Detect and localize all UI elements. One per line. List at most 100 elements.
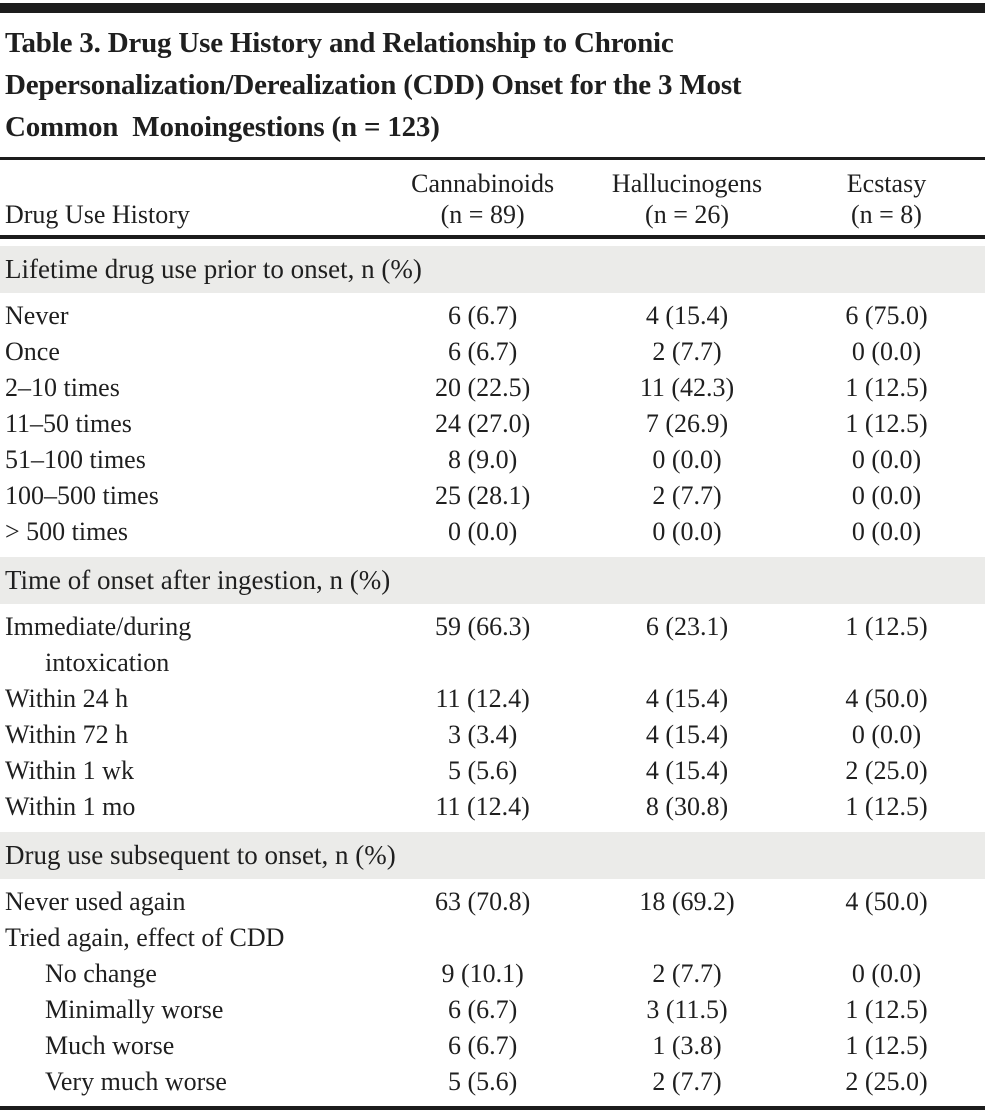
- cell-hallucinogens: 2 (7.7): [652, 481, 722, 510]
- table-row: 51–100 times 8 (9.0) 0 (0.0) 0 (0.0): [0, 442, 985, 478]
- table-row: 2–10 times 20 (22.5) 11 (42.3) 1 (12.5): [0, 370, 985, 406]
- row-label: No change: [45, 959, 157, 988]
- section-header-time-of-onset: Time of onset after ingestion, n (%): [0, 557, 985, 604]
- cell-ecstasy: 0 (0.0): [851, 337, 922, 366]
- cell-cannabinoids: 9 (10.1): [441, 959, 524, 988]
- cell-hallucinogens: 4 (15.4): [645, 720, 729, 749]
- cell-cannabinoids: 0 (0.0): [447, 517, 518, 546]
- title-divider-rule: [0, 157, 985, 160]
- table-row: 11–50 times 24 (27.0) 7 (26.9) 1 (12.5): [0, 406, 985, 442]
- table-row: Within 72 h 3 (3.4) 4 (15.4) 0 (0.0): [0, 717, 985, 753]
- cell-cannabinoids: 6 (6.7): [447, 995, 518, 1024]
- table-row: Once 6 (6.7) 2 (7.7) 0 (0.0): [0, 334, 985, 370]
- table-top-rule: [0, 3, 985, 13]
- table-row: 100–500 times 25 (28.1) 2 (7.7) 0 (0.0): [0, 478, 985, 514]
- cell-ecstasy: 1 (12.5): [845, 792, 928, 821]
- table-title-line: Common Monoingestions (n = 123): [5, 111, 440, 143]
- cell-hallucinogens: 4 (15.4): [645, 684, 729, 713]
- cell-hallucinogens: 0 (0.0): [652, 517, 722, 546]
- row-label: Immediate/during intoxication: [0, 609, 379, 681]
- header-divider-rule: [0, 235, 985, 239]
- cell-cannabinoids: 5 (5.6): [447, 756, 518, 785]
- cell-cannabinoids: 6 (6.7): [447, 1031, 518, 1060]
- section-header-lifetime-use: Lifetime drug use prior to onset, n (%): [0, 246, 985, 293]
- column-header-cannabinoids: Cannabinoids (n = 89): [379, 168, 586, 230]
- column-group-n: (n = 26): [645, 200, 730, 229]
- table-title-line: Depersonalization/Derealization (CDD) On…: [5, 69, 742, 101]
- column-group-name: Ecstasy: [846, 169, 927, 198]
- cell-hallucinogens: 0 (0.0): [652, 445, 722, 474]
- cell-cannabinoids: 63 (70.8): [434, 887, 531, 916]
- row-label: Minimally worse: [45, 995, 224, 1024]
- column-header-hallucinogens: Hallucinogens (n = 26): [586, 168, 788, 230]
- cell-ecstasy: 0 (0.0): [851, 959, 922, 988]
- cell-hallucinogens: 3 (11.5): [646, 995, 728, 1024]
- table-row: Immediate/during intoxication 59 (66.3) …: [0, 609, 985, 681]
- cell-ecstasy: 4 (50.0): [845, 887, 928, 916]
- cell-ecstasy: 0 (0.0): [851, 481, 922, 510]
- column-group-n: (n = 8): [850, 200, 922, 229]
- cell-cannabinoids: 5 (5.6): [447, 1067, 518, 1096]
- table-row: Never used again 63 (70.8) 18 (69.2) 4 (…: [0, 884, 985, 920]
- cell-cannabinoids: 59 (66.3): [434, 612, 531, 641]
- row-label: Never: [5, 301, 69, 330]
- row-label: 2–10 times: [5, 373, 120, 402]
- row-label: Never used again: [5, 887, 186, 916]
- cell-hallucinogens: 2 (7.7): [652, 337, 722, 366]
- column-header-ecstasy: Ecstasy (n = 8): [788, 168, 985, 230]
- cell-cannabinoids: 8 (9.0): [447, 445, 518, 474]
- row-label: Within 1 mo: [5, 792, 136, 821]
- row-label: Much worse: [45, 1031, 175, 1060]
- cell-cannabinoids: 6 (6.7): [447, 301, 518, 330]
- cell-ecstasy: 2 (25.0): [845, 1067, 928, 1096]
- cell-ecstasy: 6 (75.0): [845, 301, 928, 330]
- cell-hallucinogens: 2 (7.7): [652, 1067, 722, 1096]
- column-group-name: Hallucinogens: [611, 169, 763, 198]
- table-row: Minimally worse 6 (6.7) 3 (11.5) 1 (12.5…: [0, 992, 985, 1028]
- column-header-row: Drug Use History Cannabinoids (n = 89) H…: [0, 160, 985, 235]
- row-label-line1: Immediate/during: [5, 612, 192, 641]
- row-label: Within 72 h: [5, 720, 129, 749]
- cell-cannabinoids: 20 (22.5): [434, 373, 531, 402]
- cell-ecstasy: 1 (12.5): [845, 409, 928, 438]
- cell-cannabinoids: 11 (12.4): [435, 792, 530, 821]
- cell-cannabinoids: 3 (3.4): [447, 720, 518, 749]
- cell-hallucinogens: 8 (30.8): [645, 792, 729, 821]
- row-label: Once: [5, 337, 60, 366]
- cell-ecstasy: 1 (12.5): [845, 612, 928, 641]
- table-bottom-rule: [0, 1106, 985, 1110]
- table-row: Tried again, effect of CDD: [0, 920, 985, 956]
- cell-ecstasy: 1 (12.5): [845, 1031, 928, 1060]
- row-label: 11–50 times: [5, 409, 132, 438]
- table-row: Within 1 mo 11 (12.4) 8 (30.8) 1 (12.5): [0, 789, 985, 825]
- cell-cannabinoids: 11 (12.4): [435, 684, 530, 713]
- table-row: Never 6 (6.7) 4 (15.4) 6 (75.0): [0, 298, 985, 334]
- table-row: Within 1 wk 5 (5.6) 4 (15.4) 2 (25.0): [0, 753, 985, 789]
- cell-ecstasy: 0 (0.0): [851, 445, 922, 474]
- column-group-name: Cannabinoids: [411, 169, 555, 198]
- cell-hallucinogens: 4 (15.4): [645, 301, 729, 330]
- row-label: 51–100 times: [5, 445, 146, 474]
- cell-cannabinoids: 25 (28.1): [434, 481, 531, 510]
- row-label: Tried again, effect of CDD: [5, 923, 285, 952]
- row-label: Very much worse: [45, 1067, 227, 1096]
- cell-hallucinogens: 7 (26.9): [645, 409, 729, 438]
- table-row: No change 9 (10.1) 2 (7.7) 0 (0.0): [0, 956, 985, 992]
- table-row: > 500 times 0 (0.0) 0 (0.0) 0 (0.0): [0, 514, 985, 550]
- row-label: 100–500 times: [5, 481, 159, 510]
- cell-ecstasy: 1 (12.5): [845, 995, 928, 1024]
- row-label: Within 1 wk: [5, 756, 134, 785]
- cell-ecstasy: 0 (0.0): [851, 720, 922, 749]
- cell-hallucinogens: 6 (23.1): [645, 612, 729, 641]
- cell-hallucinogens: 4 (15.4): [645, 756, 729, 785]
- cell-hallucinogens: 11 (42.3): [639, 373, 735, 402]
- row-label: > 500 times: [5, 517, 128, 546]
- cell-hallucinogens: 18 (69.2): [639, 887, 735, 916]
- table-row: Very much worse 5 (5.6) 2 (7.7) 2 (25.0): [0, 1064, 985, 1100]
- column-group-n: (n = 89): [440, 200, 525, 229]
- cell-ecstasy: 1 (12.5): [845, 373, 928, 402]
- row-label-line2: intoxication: [45, 648, 170, 677]
- section-header-subsequent-use: Drug use subsequent to onset, n (%): [0, 832, 985, 879]
- cell-ecstasy: 2 (25.0): [845, 756, 928, 785]
